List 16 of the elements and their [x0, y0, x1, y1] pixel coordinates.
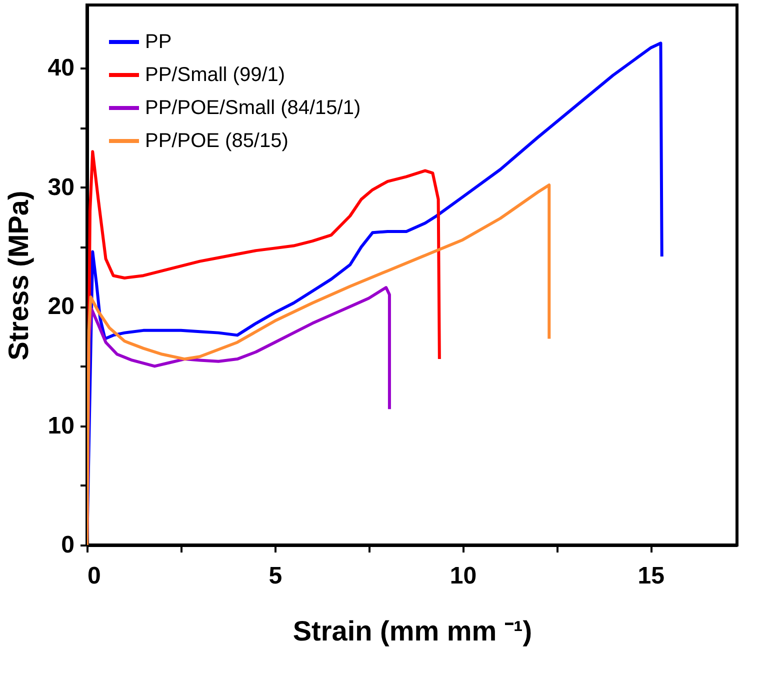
- y-tick-label: 0: [61, 532, 74, 558]
- y-tick-label: 40: [48, 54, 74, 82]
- x-tick-label: 15: [638, 562, 664, 590]
- x-axis-title: Strain (mm mm ⁻¹): [292, 616, 532, 646]
- line-series: [87, 184, 551, 545]
- x-tick-label: 10: [450, 562, 477, 590]
- legend-label: PP/Small (99/1): [145, 64, 286, 86]
- x-tick-label: 5: [268, 562, 282, 590]
- legend-label: PP/POE/Small (84/15/1): [145, 97, 361, 119]
- y-tick-label: 30: [48, 174, 74, 201]
- y-tick-label: 10: [48, 412, 74, 440]
- legend-label: PP/POE (85/15): [145, 130, 288, 152]
- legend-label: PP: [145, 31, 172, 53]
- x-tick-label: 0: [88, 562, 101, 590]
- y-axis-title: Stress (MPa): [2, 190, 34, 360]
- y-tick-label: 20: [48, 293, 74, 320]
